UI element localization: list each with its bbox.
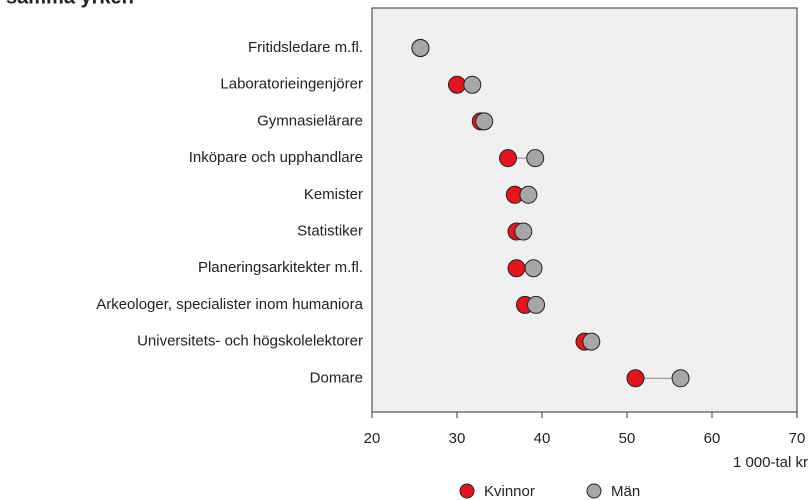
y-tick-label: Universitets- och högskolelektorer	[137, 333, 363, 350]
x-tick-label: 40	[534, 430, 551, 447]
dot	[463, 75, 482, 94]
x-tick-label: 70	[789, 430, 806, 447]
x-tick-label: 60	[704, 430, 721, 447]
dot	[448, 75, 466, 94]
dot	[507, 259, 526, 278]
y-tick-label: Fritidsledare m.fl.	[248, 39, 363, 56]
y-tick-label: Laboratorieingenjörer	[220, 76, 363, 93]
x-tick-label: 30	[449, 430, 466, 447]
legend-label: Män	[611, 483, 640, 500]
plot-area	[371, 7, 798, 413]
legend-label: Kvinnor	[484, 483, 535, 500]
dot	[499, 149, 517, 168]
dot	[524, 259, 543, 278]
dot	[582, 332, 601, 351]
dot	[527, 295, 546, 314]
dot	[671, 369, 690, 388]
dot	[526, 149, 545, 168]
x-tick-label: 50	[619, 430, 636, 447]
dot	[475, 112, 494, 131]
chart-title: samma yrken	[6, 0, 134, 8]
y-tick-label: Gymnasielärare	[257, 112, 363, 129]
x-axis-label: 1 000-tal kr	[733, 454, 808, 471]
dot	[514, 222, 533, 241]
legend-marker	[586, 483, 602, 499]
dot	[626, 369, 645, 388]
y-tick-label: Arkeologer, specialister inom humaniora	[96, 296, 363, 313]
legend-marker	[459, 483, 475, 499]
y-tick-label: Domare	[310, 369, 363, 386]
y-tick-label: Statistiker	[297, 222, 363, 239]
y-tick-label: Planeringsarkitekter m.fl.	[198, 259, 363, 276]
x-tick-label: 20	[364, 430, 381, 447]
y-tick-label: Kemister	[304, 186, 363, 203]
dot	[519, 185, 538, 204]
dot	[411, 39, 430, 57]
y-tick-label: Inköpare och upphandlare	[189, 149, 363, 166]
